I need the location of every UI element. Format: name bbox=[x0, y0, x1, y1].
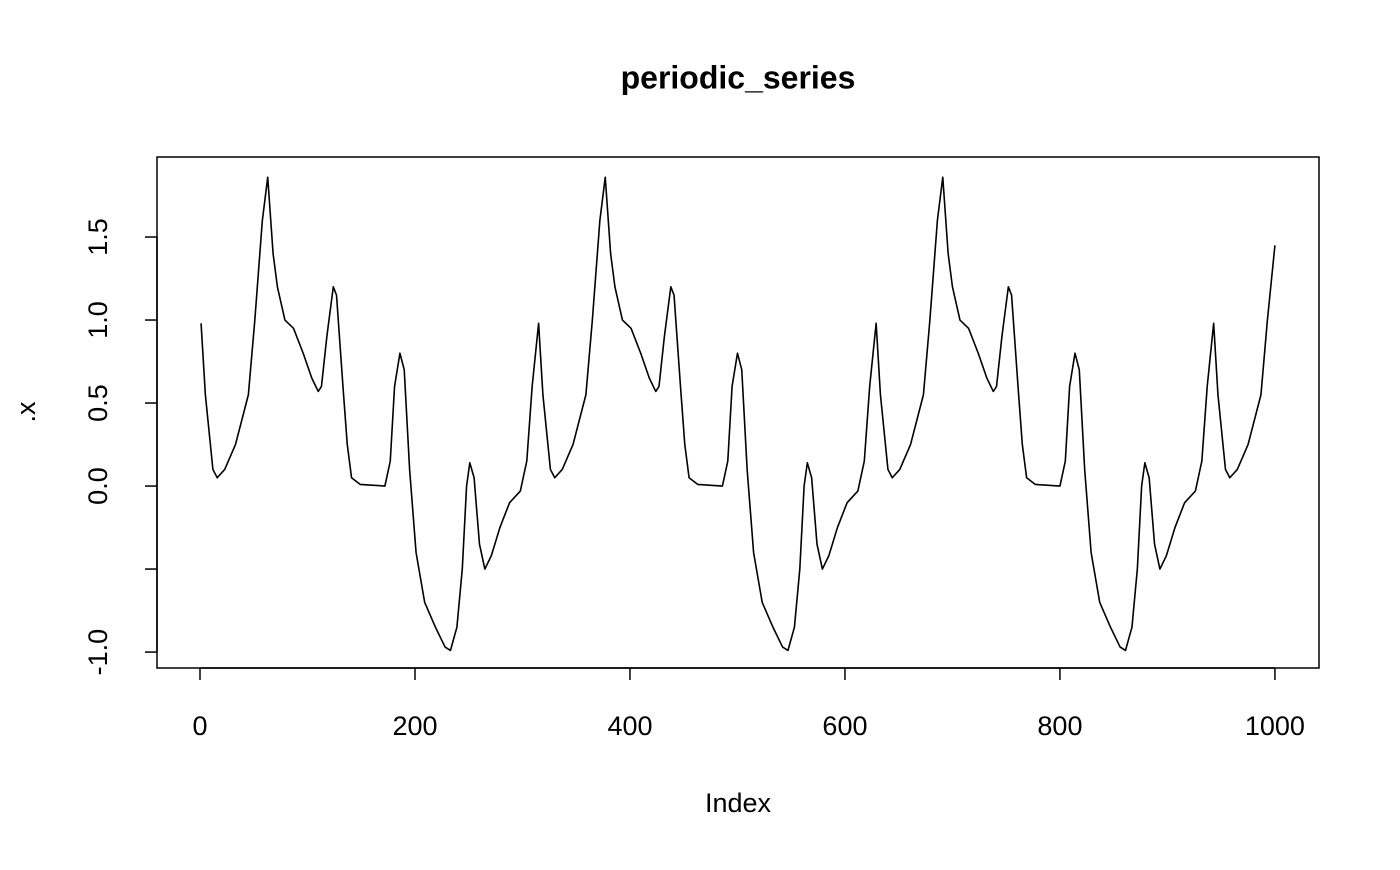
y-tick-label: 0.0 bbox=[83, 467, 113, 505]
x-tick-label: 1000 bbox=[1245, 711, 1305, 741]
y-tick-label: -1.0 bbox=[83, 629, 113, 676]
series-line bbox=[200, 176, 1276, 652]
x-tick-label: 400 bbox=[607, 711, 652, 741]
y-tick-label: 1.5 bbox=[83, 218, 113, 256]
x-tick-label: 200 bbox=[392, 711, 437, 741]
y-tick-label: 0.5 bbox=[83, 384, 113, 422]
x-tick-label: 600 bbox=[822, 711, 867, 741]
x-tick-label: 800 bbox=[1037, 711, 1082, 741]
y-axis-label: .x bbox=[11, 401, 41, 423]
plot-box bbox=[156, 156, 1320, 669]
x-axis-label: Index bbox=[705, 788, 772, 818]
y-tick-label: 1.0 bbox=[83, 301, 113, 339]
chart-title: periodic_series bbox=[621, 59, 856, 95]
x-tick-label: 0 bbox=[192, 711, 207, 741]
